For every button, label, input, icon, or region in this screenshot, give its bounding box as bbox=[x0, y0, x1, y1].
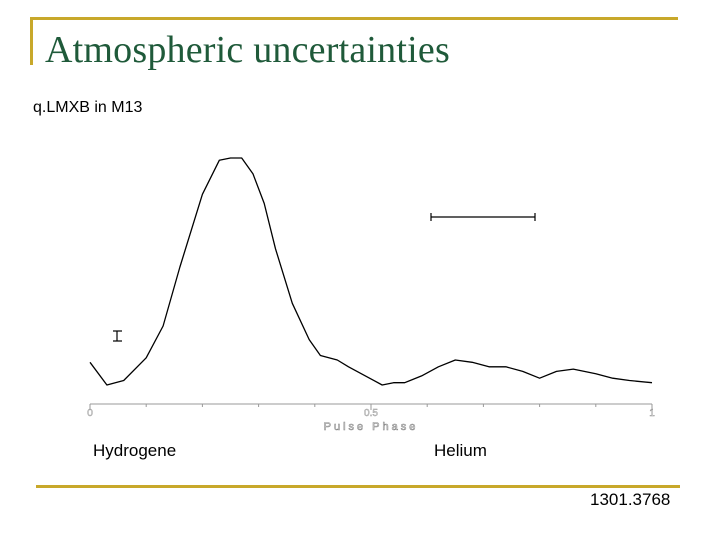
slide-subtitle: q.LMXB in M13 bbox=[33, 99, 143, 116]
x-axis-tick-label: 0 bbox=[87, 408, 93, 419]
pulse-profile-chart: 0 0.5 1 Pulse Phase bbox=[87, 157, 656, 433]
x-axis-tick-label: 1 bbox=[649, 408, 655, 419]
x-axis-ticks bbox=[89, 404, 653, 410]
x-axis-tick-label: 0.5 bbox=[364, 408, 378, 419]
helium-label: Helium bbox=[434, 441, 487, 460]
hydrogen-label: Hydrogene bbox=[93, 441, 177, 460]
x-axis-tick-labels: 0 0.5 1 bbox=[87, 408, 656, 420]
hydrogen-error-bar bbox=[113, 330, 122, 342]
pulse-profile-line bbox=[89, 157, 653, 386]
title-accent-rule-horizontal bbox=[30, 17, 678, 20]
x-axis-label: Pulse Phase bbox=[324, 421, 419, 433]
helium-error-bar bbox=[430, 213, 536, 221]
slide-title: Atmospheric uncertainties bbox=[45, 29, 450, 71]
title-accent-rule-vertical bbox=[30, 17, 33, 65]
arxiv-reference: 1301.3768 bbox=[590, 490, 671, 509]
footer-accent-rule bbox=[36, 485, 680, 488]
